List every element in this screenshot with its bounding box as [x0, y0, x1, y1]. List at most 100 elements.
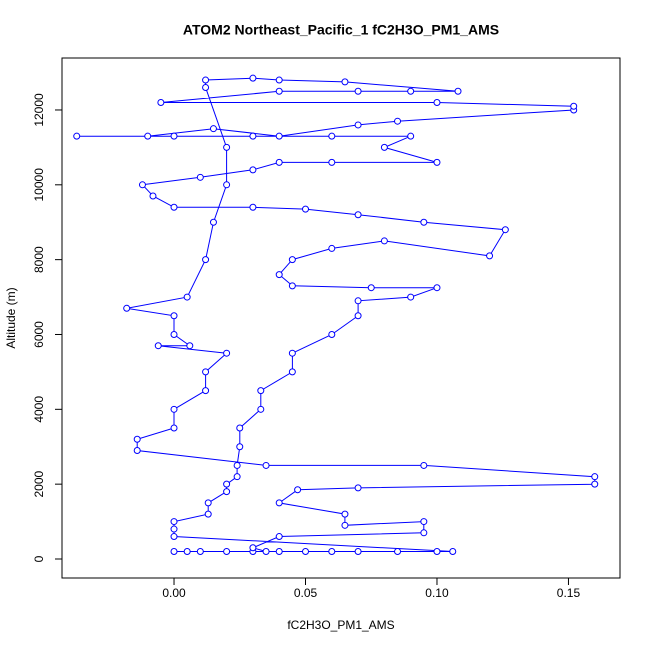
data-point — [233, 473, 241, 481]
data-point — [183, 548, 191, 556]
data-point — [328, 158, 336, 166]
y-tick-label: 10000 — [32, 168, 46, 202]
data-point — [249, 74, 257, 82]
y-tick-label: 12000 — [32, 93, 46, 127]
data-point — [202, 368, 210, 376]
data-point — [262, 461, 270, 469]
x-axis-label: fC2H3O_PM1_AMS — [287, 618, 394, 632]
data-point — [288, 349, 296, 357]
data-point — [204, 510, 212, 518]
data-point — [354, 297, 362, 305]
data-point — [288, 282, 296, 290]
data-point — [183, 293, 191, 301]
data-point — [236, 424, 244, 432]
plot-frame — [61, 57, 621, 579]
data-point — [486, 252, 494, 260]
data-point — [354, 548, 362, 556]
data-point — [133, 446, 141, 454]
data-point — [288, 256, 296, 264]
data-point — [420, 218, 428, 226]
y-tick-label: 6000 — [32, 321, 46, 348]
data-point — [275, 158, 283, 166]
data-point — [407, 293, 415, 301]
data-point — [275, 548, 283, 556]
data-point — [341, 78, 349, 86]
data-point — [449, 548, 457, 556]
data-point — [262, 548, 270, 556]
x-tick-label: 0.15 — [557, 586, 581, 600]
data-point — [570, 102, 578, 110]
data-line — [76, 77, 596, 552]
data-point — [257, 387, 265, 395]
data-point — [328, 330, 336, 338]
y-tick-label: 8000 — [32, 246, 46, 273]
data-point — [275, 271, 283, 279]
data-point — [275, 132, 283, 140]
data-point — [170, 548, 178, 556]
data-point — [257, 405, 265, 413]
data-point — [302, 548, 310, 556]
data-point — [223, 548, 231, 556]
data-point — [123, 304, 131, 312]
data-point — [202, 387, 210, 395]
data-point — [249, 203, 257, 211]
data-point — [133, 435, 141, 443]
data-point — [170, 424, 178, 432]
data-point — [170, 132, 178, 140]
data-point — [354, 312, 362, 320]
data-point — [149, 192, 157, 200]
data-point — [328, 244, 336, 252]
data-point — [454, 87, 462, 95]
data-point — [196, 548, 204, 556]
data-point — [501, 226, 509, 234]
data-point — [233, 461, 241, 469]
data-point — [341, 521, 349, 529]
data-point — [209, 218, 217, 226]
data-point — [354, 87, 362, 95]
x-tick-label: 0.00 — [162, 586, 186, 600]
data-point — [209, 125, 217, 133]
data-point — [433, 158, 441, 166]
data-point — [249, 166, 257, 174]
data-point — [223, 143, 231, 151]
data-point — [367, 284, 375, 292]
data-point — [275, 76, 283, 84]
data-point — [170, 203, 178, 211]
chart-title: ATOM2 Northeast_Pacific_1 fC2H3O_PM1_AMS — [183, 22, 499, 38]
y-tick-label: 2000 — [32, 470, 46, 497]
data-point — [202, 256, 210, 264]
data-point — [420, 518, 428, 526]
y-axis-label: Altitude (m) — [4, 287, 18, 348]
data-point — [302, 205, 310, 213]
data-point — [202, 84, 210, 92]
data-point — [394, 548, 402, 556]
data-point — [407, 132, 415, 140]
data-point — [170, 525, 178, 533]
x-tick-label: 0.10 — [425, 586, 449, 600]
data-point — [433, 548, 441, 556]
data-point — [380, 143, 388, 151]
data-point — [236, 443, 244, 451]
data-point — [170, 312, 178, 320]
data-point — [354, 211, 362, 219]
data-point — [170, 518, 178, 526]
data-point — [288, 368, 296, 376]
data-point — [170, 405, 178, 413]
data-point — [170, 533, 178, 541]
data-point — [354, 121, 362, 129]
data-point — [341, 510, 349, 518]
data-point — [170, 330, 178, 338]
data-point — [294, 486, 302, 494]
x-tick-label: 0.05 — [294, 586, 318, 600]
data-point — [591, 480, 599, 488]
data-point — [275, 499, 283, 507]
data-point — [73, 132, 81, 140]
data-point — [328, 548, 336, 556]
data-point — [275, 533, 283, 541]
data-point — [433, 98, 441, 106]
data-point — [433, 284, 441, 292]
y-tick-label: 4000 — [32, 396, 46, 423]
data-point — [420, 461, 428, 469]
data-point — [202, 76, 210, 84]
